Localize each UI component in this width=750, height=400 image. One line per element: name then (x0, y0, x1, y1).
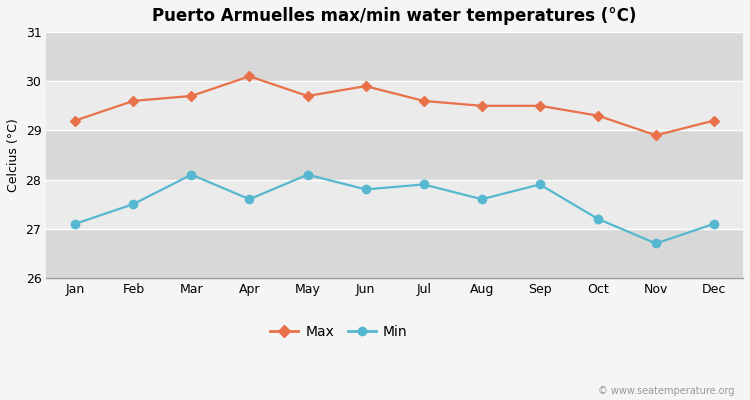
Bar (46, 180, 743, 229)
Text: © www.seatemperature.org: © www.seatemperature.org (598, 386, 735, 396)
Y-axis label: Celcius (°C): Celcius (°C) (7, 118, 20, 192)
Bar (46, 32, 743, 81)
Bar (46, 229, 743, 278)
Bar (46, 81, 743, 130)
Title: Puerto Armuelles max/min water temperatures (°C): Puerto Armuelles max/min water temperatu… (152, 7, 637, 25)
Legend: Max, Min: Max, Min (265, 319, 413, 344)
Bar (46, 130, 743, 180)
